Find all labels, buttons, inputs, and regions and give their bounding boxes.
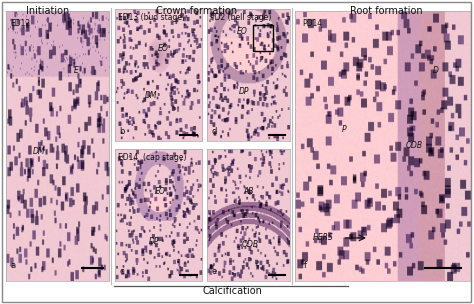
Text: EO: EO: [157, 44, 168, 53]
Bar: [253, 25, 273, 51]
Text: ODB: ODB: [242, 240, 259, 249]
Text: DP: DP: [149, 237, 159, 246]
Text: DM: DM: [146, 91, 158, 100]
Text: HERS: HERS: [313, 233, 333, 242]
Text: d: d: [211, 127, 217, 136]
Text: DP: DP: [238, 87, 249, 96]
Text: a: a: [11, 261, 16, 270]
Text: D: D: [433, 66, 439, 75]
Text: P: P: [342, 125, 346, 134]
Text: PD14: PD14: [302, 19, 322, 28]
Text: E: E: [73, 66, 78, 75]
Text: Calcification: Calcification: [202, 286, 262, 296]
Text: Root formation: Root formation: [350, 6, 423, 16]
Text: Initiation: Initiation: [26, 6, 69, 16]
Text: Crown formation: Crown formation: [156, 6, 237, 16]
Text: ED14  (cap stage): ED14 (cap stage): [118, 153, 187, 162]
Text: b: b: [119, 127, 125, 136]
Text: c: c: [119, 267, 124, 276]
Text: f: f: [304, 261, 307, 270]
Text: e: e: [211, 267, 217, 276]
Text: EO: EO: [155, 187, 166, 196]
Text: ED12: ED12: [10, 19, 30, 28]
Text: DM: DM: [33, 147, 45, 156]
Text: AB: AB: [243, 187, 254, 196]
Text: PD2 (bell stage): PD2 (bell stage): [210, 13, 272, 22]
Text: EO: EO: [237, 27, 247, 36]
Text: ED13 (bud stage): ED13 (bud stage): [118, 13, 185, 22]
Text: ODB: ODB: [406, 141, 423, 150]
